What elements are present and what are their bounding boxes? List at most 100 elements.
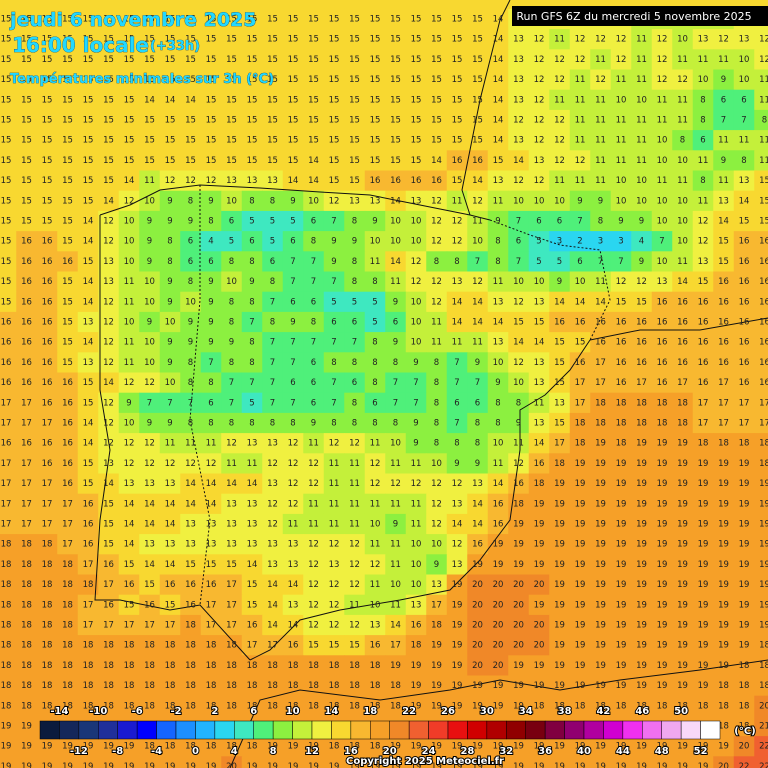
temperature-cell (180, 150, 202, 172)
temperature-value: 15 (21, 196, 32, 206)
temperature-cell (344, 69, 366, 91)
temperature-cell (98, 231, 120, 252)
temperature-value: 19 (739, 479, 750, 489)
temperature-value: 12 (185, 176, 196, 186)
temperature-value: 14 (534, 439, 545, 449)
temperature-value: 19 (21, 722, 32, 732)
temperature-value: 15 (452, 95, 463, 105)
temperature-value: 14 (493, 15, 504, 25)
temperature-value: 9 (147, 318, 152, 328)
temperature-value: 18 (616, 419, 627, 429)
temperature-value: 19 (493, 560, 504, 570)
temperature-cell (16, 69, 38, 91)
temperature-value: 19 (83, 762, 94, 768)
temperature-value: 19 (513, 742, 524, 752)
temperature-value: 9 (167, 277, 172, 287)
temperature-value: 10 (411, 560, 422, 570)
temperature-cell (364, 109, 386, 131)
temperature-value: 8 (495, 398, 500, 408)
temperature-cell (159, 130, 181, 151)
temperature-value: 19 (288, 742, 299, 752)
temperature-value: 15 (411, 35, 422, 45)
temperature-value: 12 (185, 459, 196, 469)
temperature-cell (487, 170, 509, 192)
temperature-value: 15 (103, 95, 114, 105)
temperature-value: 15 (1, 196, 12, 206)
temperature-value: 11 (308, 499, 319, 509)
temperature-value: 12 (103, 297, 114, 307)
temperature-value: 18 (103, 641, 114, 651)
temperature-value: 15 (452, 176, 463, 186)
temperature-value: 18 (349, 681, 360, 691)
temperature-value: 11 (575, 136, 586, 146)
temperature-cell (426, 8, 448, 30)
colorbar-label: 48 (655, 746, 669, 757)
temperature-value: 9 (557, 277, 562, 287)
temperature-value: 15 (1, 55, 12, 65)
temperature-value: 19 (534, 560, 545, 570)
temperature-value: 18 (370, 742, 381, 752)
temperature-value: 19 (698, 681, 709, 691)
temperature-cell (610, 170, 632, 192)
temperature-cell (672, 190, 694, 212)
temperature-value: 6 (475, 398, 480, 408)
temperature-cell (241, 150, 263, 172)
temperature-cell (590, 170, 612, 192)
temperature-value: 18 (718, 701, 729, 711)
temperature-cell (262, 69, 284, 91)
temperature-value: 15 (83, 398, 94, 408)
temperature-cell (733, 29, 755, 50)
temperature-value: 19 (42, 742, 53, 752)
temperature-value: 12 (411, 257, 422, 267)
temperature-value: 11 (636, 35, 647, 45)
temperature-value: 14 (185, 479, 196, 489)
temperature-cell (528, 150, 550, 172)
temperature-value: 19 (165, 762, 176, 768)
temperature-cell (77, 130, 99, 151)
temperature-value: 16 (739, 378, 750, 388)
colorbar-label: 38 (558, 706, 572, 717)
temperature-value: 19 (595, 762, 606, 768)
temperature-cell (282, 231, 304, 252)
temperature-cell (57, 29, 79, 50)
temperature-value: 19 (657, 479, 668, 489)
temperature-value: 7 (311, 338, 316, 348)
temperature-value: 18 (247, 661, 258, 671)
temperature-value: 15 (42, 156, 53, 166)
temperature-cell (36, 231, 58, 252)
temperature-cell (610, 29, 632, 50)
temperature-value: 19 (267, 762, 278, 768)
temperature-value: 15 (103, 176, 114, 186)
temperature-cell (36, 49, 58, 71)
temperature-value: 10 (657, 136, 668, 146)
temperature-field (0, 8, 768, 768)
temperature-value: 18 (124, 661, 135, 671)
temperature-cell (467, 49, 489, 71)
temperature-value: 19 (657, 661, 668, 671)
temperature-value: 16 (534, 459, 545, 469)
temperature-value: 11 (636, 156, 647, 166)
temperature-value: 15 (1, 136, 12, 146)
temperature-value: 12 (554, 55, 565, 65)
temperature-cell (77, 49, 99, 71)
temperature-cell (221, 49, 243, 71)
temperature-value: 8 (700, 176, 705, 186)
temperature-cell (180, 170, 202, 192)
temperature-value: 18 (206, 641, 217, 651)
temperature-value: 19 (657, 499, 668, 509)
temperature-cell (467, 109, 489, 131)
temperature-value: 12 (349, 621, 360, 631)
temperature-value: 16 (411, 621, 422, 631)
temperature-value: 11 (595, 116, 606, 126)
colorbar-label: 40 (577, 746, 591, 757)
temperature-value: 11 (677, 116, 688, 126)
temperature-value: 12 (657, 55, 668, 65)
temperature-value: 19 (575, 621, 586, 631)
temperature-value: 17 (103, 621, 114, 631)
colorbar-segment (253, 720, 274, 740)
temperature-cell (610, 190, 632, 212)
temperature-value: 13 (534, 156, 545, 166)
temperature-value: 16 (759, 378, 768, 388)
temperature-value: 12 (534, 75, 545, 85)
temperature-value: 12 (329, 540, 340, 550)
